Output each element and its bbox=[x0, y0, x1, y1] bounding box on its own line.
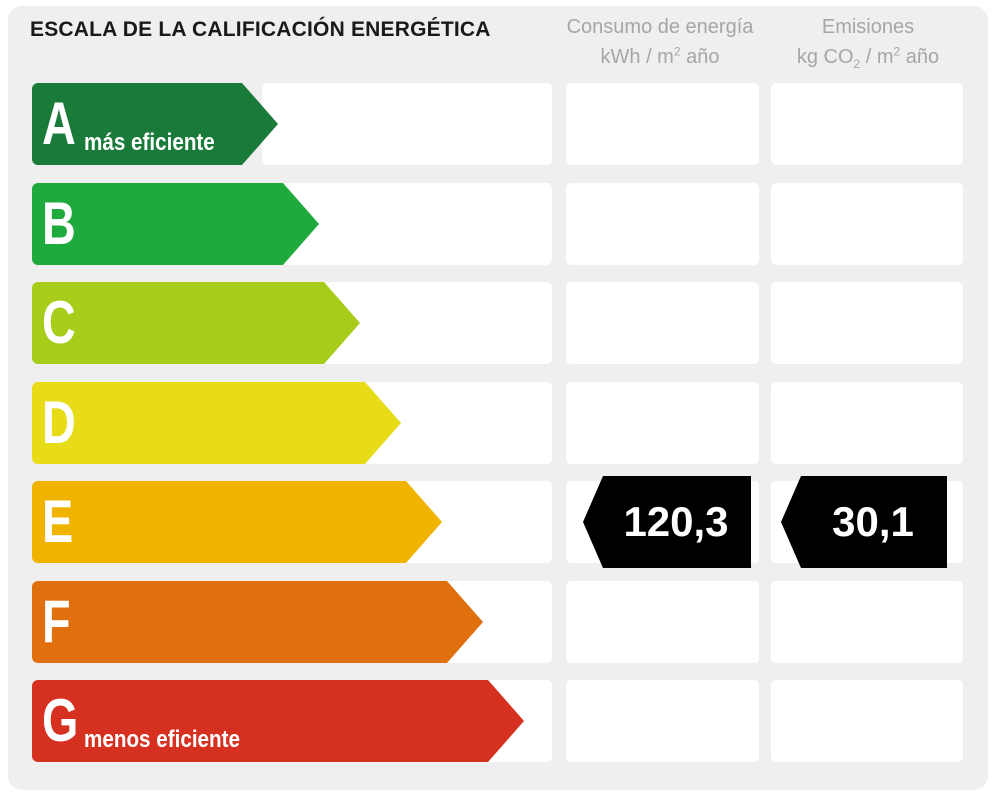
rating-bar-d: D bbox=[32, 382, 401, 464]
emissions-cell-c bbox=[771, 282, 963, 364]
rating-letter-g: G bbox=[42, 687, 79, 754]
rating-letter-e: E bbox=[42, 488, 74, 555]
energy-value-marker: 120,3 bbox=[583, 476, 751, 568]
scale-cell-a bbox=[262, 83, 552, 165]
rating-bar-e: E bbox=[32, 481, 442, 563]
energy-value: 120,3 bbox=[623, 498, 729, 545]
emissions-value-marker: 30,1 bbox=[781, 476, 947, 568]
energy-cell-g bbox=[566, 680, 759, 762]
rating-desc-g: menos eficiente bbox=[84, 726, 241, 753]
energy-consumption-header: Consumo de energía kWh / m2 año bbox=[560, 12, 760, 78]
emissions-cell-b bbox=[771, 183, 963, 265]
rating-letter-a: A bbox=[42, 90, 76, 157]
emissions-cell-d bbox=[771, 382, 963, 464]
emissions-cell-a bbox=[771, 83, 963, 165]
energy-header-title: Consumo de energía bbox=[566, 16, 754, 38]
energy-cell-c bbox=[566, 282, 759, 364]
rating-bar-c: C bbox=[32, 282, 360, 364]
rating-bar-f: F bbox=[32, 581, 483, 663]
energy-header-unit: kWh / m2 año bbox=[600, 44, 720, 68]
energy-cell-d bbox=[566, 382, 759, 464]
emissions-header: Emisiones kg CO2 / m2 año bbox=[768, 12, 968, 78]
rating-letter-c: C bbox=[42, 289, 76, 356]
rating-letter-d: D bbox=[42, 389, 76, 456]
energy-cell-b bbox=[566, 183, 759, 265]
energy-cell-a bbox=[566, 83, 759, 165]
emissions-cell-f bbox=[771, 581, 963, 663]
emissions-cell-g bbox=[771, 680, 963, 762]
rating-desc-a: más eficiente bbox=[84, 129, 215, 156]
emissions-header-title: Emisiones bbox=[821, 16, 915, 38]
emissions-header-unit: kg CO2 / m2 año bbox=[796, 44, 940, 71]
emissions-value: 30,1 bbox=[832, 498, 914, 545]
rating-letter-f: F bbox=[42, 588, 71, 655]
rating-bar-b: B bbox=[32, 183, 319, 265]
rating-letter-b: B bbox=[42, 190, 76, 257]
label-title: ESCALA DE LA CALIFICACIÓN ENERGÉTICA bbox=[30, 18, 491, 41]
energy-cell-f bbox=[566, 581, 759, 663]
